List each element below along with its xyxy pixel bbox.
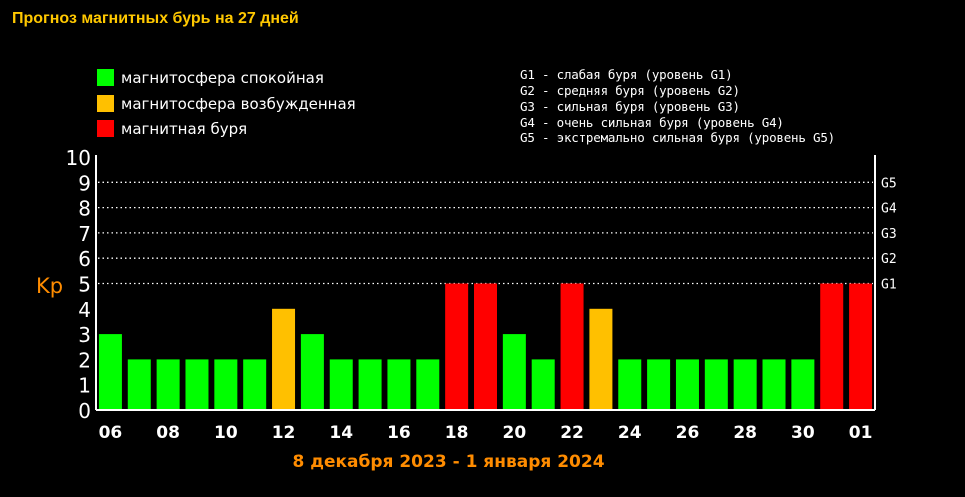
x-tick-label: 08 [156,423,180,443]
y-tick-label: 9 [78,171,91,195]
date-range: 8 декабря 2023 - 1 января 2024 [292,452,605,472]
x-tick-label: 20 [503,423,527,443]
legend-label-storm: магнитная буря [121,119,248,138]
x-tick-label: 22 [560,423,584,443]
y-axis-label: Kp [36,274,63,298]
bar-13 [300,334,324,410]
bar-19 [474,283,497,410]
legend-item-active: магнитосфера возбужденная [97,94,356,113]
bar-27 [704,359,728,410]
g4-definition: G4 - очень сильная буря (уровень G4) [520,115,784,130]
y-tick-label: 6 [78,247,91,271]
bar-01 [849,283,873,410]
bar-23 [589,308,613,410]
y-tick-label: 3 [78,323,91,347]
bar-18 [445,283,469,410]
g3-definition: G3 - сильная буря (уровень G3) [520,99,740,114]
x-tick-label: 24 [618,423,642,443]
legend-label-quiet: магнитосфера спокойная [121,68,324,87]
bar-26 [675,359,699,410]
x-tick-label: 06 [99,423,123,443]
bar-10 [214,359,238,410]
bar-08 [156,359,180,410]
g-level-label-g4: G4 [881,202,897,217]
x-tick-label: 14 [329,423,353,443]
bar-16 [387,359,411,410]
g2-definition: G2 - средняя буря (уровень G2) [520,83,740,98]
g-level-label-g5: G5 [881,176,897,191]
legend-item-storm: магнитная буря [97,119,247,138]
x-tick-label: 28 [733,423,757,443]
bar-24 [618,359,642,410]
y-tick-label: 8 [78,197,91,221]
y-tick-label: 0 [78,399,91,423]
x-tick-label: 12 [272,423,296,443]
y-tick-label: 4 [78,298,91,322]
x-tick-label: 30 [791,423,815,443]
bar-14 [329,359,353,410]
bar-15 [358,359,382,410]
g1-definition: G1 - слабая буря (уровень G1) [520,67,733,82]
legend-swatch-quiet [97,69,114,86]
bar-12 [272,308,296,410]
bar-11 [243,359,267,410]
y-tick-label: 1 [78,374,91,398]
bar-30 [791,359,815,410]
y-tick-label: 10 [66,146,91,170]
g-level-label-g2: G2 [881,252,897,267]
page-title: Прогноз магнитных бурь на 27 дней [12,10,299,27]
date-range-container: 8 декабря 2023 - 1 января 2024 [0,452,965,472]
g-level-label-g3: G3 [881,227,897,242]
bar-29 [762,359,786,410]
bar-22 [560,283,584,410]
legend-swatch-storm [97,120,114,137]
x-tick-label: 10 [214,423,238,443]
legend-swatch-active [97,95,114,112]
bar-07 [127,359,151,410]
bar-06 [98,334,122,410]
bar-20 [502,334,526,410]
x-tick-label: 26 [676,423,700,443]
y-tick-label: 2 [78,348,91,372]
bar-28 [733,359,757,410]
y-tick-label: 7 [78,222,91,246]
legend-item-quiet: магнитосфера спокойная [97,68,324,87]
x-tick-label: 16 [387,423,411,443]
g5-definition: G5 - экстремально сильная буря (уровень … [520,130,836,145]
g-level-label-g1: G1 [881,278,897,293]
legend-label-active: магнитосфера возбужденная [121,94,356,113]
y-tick-label: 5 [78,273,91,297]
bar-25 [647,359,671,410]
bar-31 [820,283,844,410]
bar-21 [531,359,555,410]
x-tick-label: 01 [849,423,873,443]
bar-17 [416,359,440,410]
x-tick-label: 18 [445,423,469,443]
bar-09 [185,359,209,410]
